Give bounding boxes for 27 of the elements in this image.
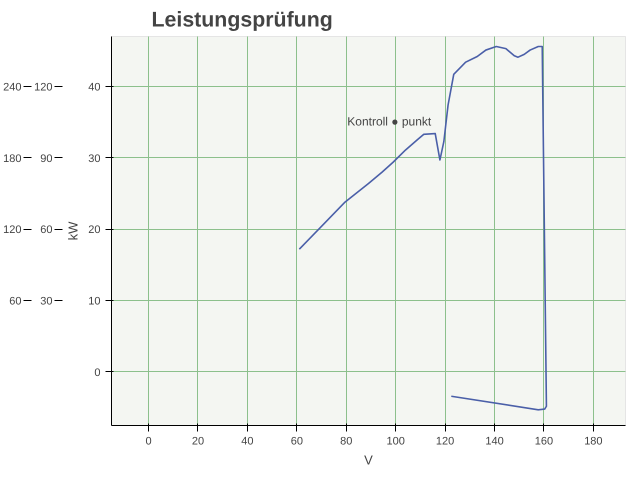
x-tick-label: 160 [534,436,554,448]
y-tick-label: 40 [88,81,101,94]
y2-tick-label: 120 [34,81,53,94]
x-tick-label: 40 [241,436,254,448]
line-series [298,46,548,411]
x-tick-label: 140 [485,436,504,448]
x-tick-label: 180 [584,436,603,448]
x-tick-label: 60 [290,436,303,448]
y-tick-label: 0 [94,366,101,379]
y2-tick-label: 60 [40,224,53,236]
y-tick-label: 20 [88,224,101,236]
x-tick-label: 120 [436,436,454,448]
y-tick-label: 30 [88,152,101,165]
x-tick-label: 20 [192,436,204,448]
y2-tick-label: 30 [40,296,53,308]
chart-title: Leistungsprüfung [152,8,333,32]
y2-tick-label: 90 [40,152,53,165]
x-tick-label: 0 [146,436,152,448]
y-tick-label: 10 [88,296,101,308]
y3-tick-label: 180 [3,152,22,165]
y3-tick-label: 120 [3,224,22,236]
x-tick-label: 80 [340,436,352,448]
x-axis-title: V [364,452,374,468]
x-tick-label: 100 [386,436,405,448]
y3-tick-label: 240 [3,81,22,94]
y3-tick-label: 60 [9,296,22,308]
y-axis-title: kW [65,220,80,240]
